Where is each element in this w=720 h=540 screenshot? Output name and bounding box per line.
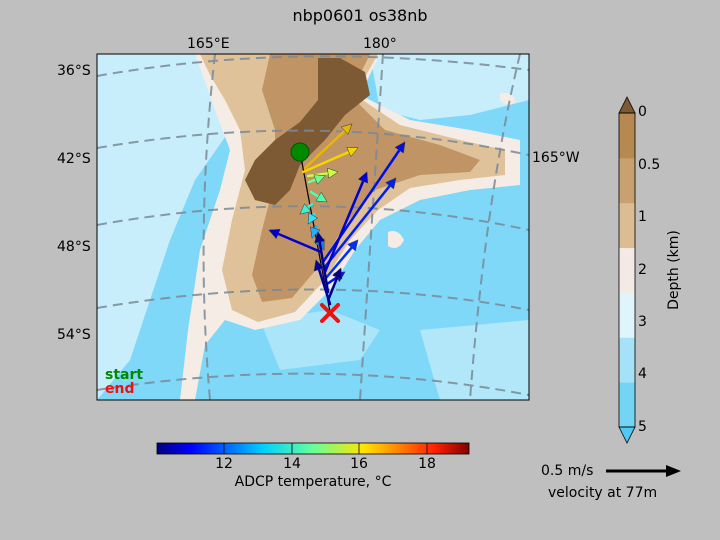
depth-tick-0-5: 0.5 (638, 157, 661, 173)
temp-tick-16: 16 (350, 456, 368, 472)
end-marker (320, 303, 340, 323)
map-frame (96, 53, 530, 401)
depth-colorbar (618, 96, 636, 444)
velocity-vector (310, 224, 321, 239)
ocean-mid-patches (97, 54, 529, 400)
lon-label-165e: 165°E (187, 36, 230, 52)
depth-colorbar-band (619, 382, 635, 428)
lat-label-48s: 48°S (57, 239, 91, 255)
temp-colorbar (156, 442, 470, 455)
depth-tick-1: 1 (638, 209, 647, 225)
velocity-vectors (268, 123, 406, 306)
velocity-vector (313, 259, 332, 306)
temp-colorbar-ticks (223, 443, 428, 454)
temp-colorbar-gradient (156, 442, 470, 455)
velocity-vector (301, 147, 359, 174)
velocity-vector (324, 239, 359, 280)
depth-colorbar-band (619, 247, 635, 293)
temp-tick-12: 12 (215, 456, 233, 472)
lon-label-180: 180° (363, 36, 397, 52)
velocity-key-depth: velocity at 77m (548, 485, 658, 501)
velocity-vector (307, 212, 318, 225)
velocity-vector (327, 267, 343, 300)
velocity-vector (323, 171, 369, 274)
depth-colorbar-band (619, 202, 635, 249)
temp-tick-14: 14 (283, 456, 301, 472)
graticule (97, 54, 529, 400)
velocity-key-arrow (606, 465, 681, 477)
lat-label-36s: 36°S (57, 63, 91, 79)
temp-tick-18: 18 (418, 456, 436, 472)
lon-label-165w: 165°W (532, 150, 580, 166)
velocity-vector (307, 174, 326, 185)
depth-colorbar-band (619, 337, 635, 383)
depth-colorbar-band (619, 292, 635, 338)
velocity-vector (322, 177, 397, 270)
velocity-vector (309, 190, 328, 203)
map-panel (97, 54, 529, 400)
lat-label-54s: 54°S (57, 327, 91, 343)
depth-colorbar-band (619, 113, 635, 159)
temp-colorbar-label: ADCP temperature, °C (234, 474, 392, 490)
depth-colorbar-frame (618, 112, 636, 428)
legend-start: start (105, 367, 144, 383)
depth-colorbar-band (619, 157, 635, 204)
velocity-vector (268, 229, 323, 254)
velocity-vector (303, 123, 353, 170)
lat-label-42s: 42°S (57, 151, 91, 167)
velocity-vector (306, 167, 339, 179)
velocity-vector (314, 231, 330, 294)
depth-colorbar-bottom-extend (618, 426, 636, 444)
velocity-vector (299, 202, 314, 215)
depth-tick-3: 3 (638, 314, 647, 330)
depth-tick-5: 5 (638, 419, 647, 435)
velocity-key-speed: 0.5 m/s (541, 463, 594, 479)
depth-tick-4: 4 (638, 366, 647, 382)
legend-end: end (105, 381, 135, 397)
start-marker (290, 142, 310, 162)
depth-colorbar-label: Depth (km) (666, 230, 682, 310)
depth-tick-0: 0 (638, 104, 647, 120)
depth-tick-2: 2 (638, 262, 647, 278)
figure-title: nbp0601 os38nb (292, 6, 428, 25)
depth-colorbar-top-extend (618, 96, 636, 114)
